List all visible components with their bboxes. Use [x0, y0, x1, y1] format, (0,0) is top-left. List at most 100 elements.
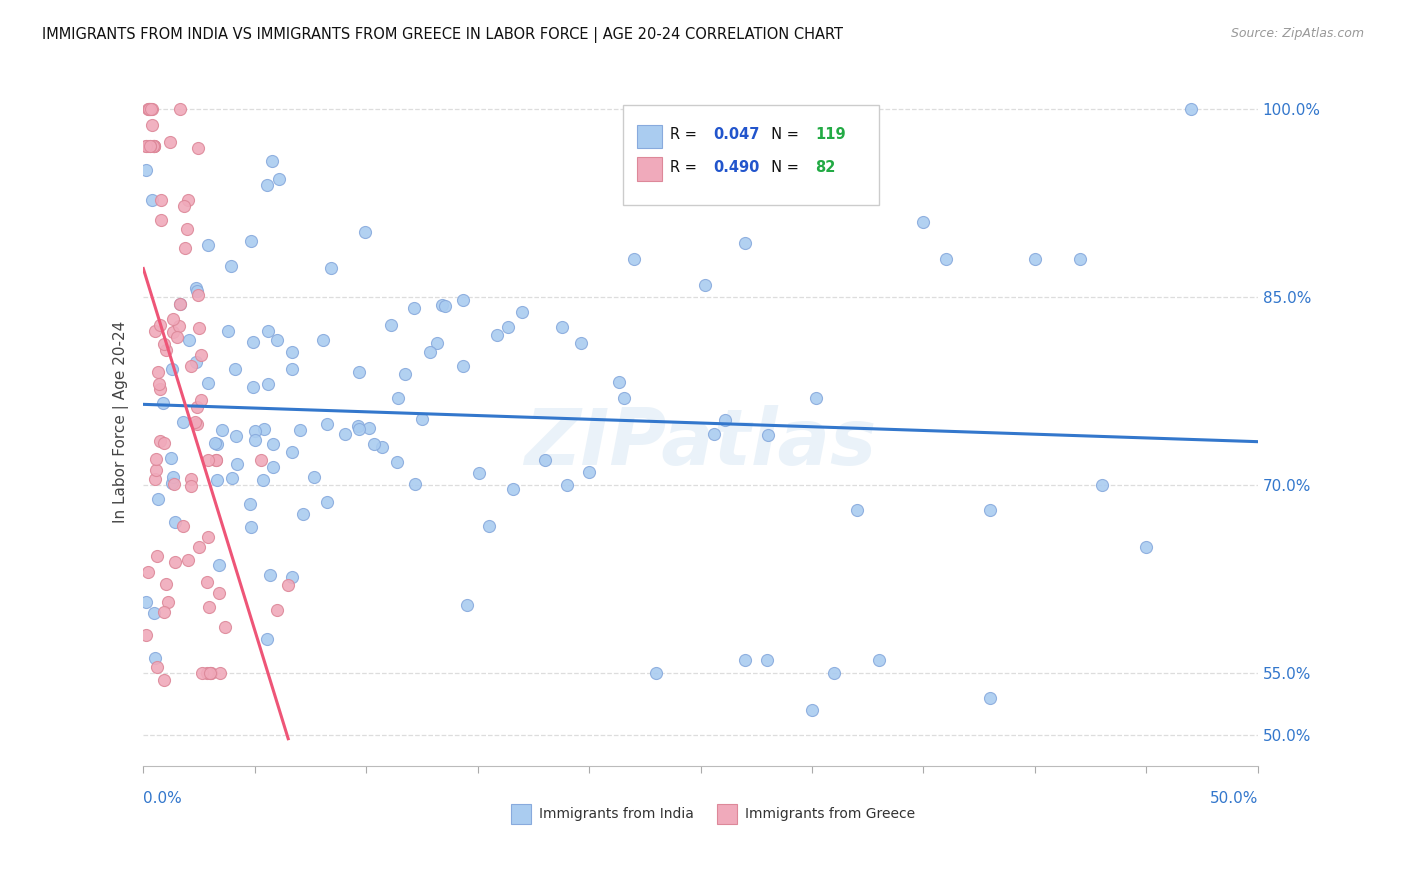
- Point: [141, 118, 163, 132]
- Point: [456, 599, 478, 613]
- Point: [498, 320, 520, 334]
- Point: [145, 549, 167, 563]
- Text: Immigrants from Greece: Immigrants from Greece: [745, 807, 915, 821]
- Point: [146, 492, 169, 507]
- Point: [152, 396, 174, 410]
- Point: [152, 673, 174, 688]
- Point: [434, 299, 457, 313]
- Point: [693, 278, 716, 293]
- Point: [197, 238, 219, 252]
- Point: [979, 502, 1001, 516]
- Point: [385, 455, 408, 469]
- Point: [357, 420, 380, 434]
- Point: [139, 139, 162, 153]
- Point: [143, 650, 166, 665]
- Point: [149, 434, 172, 448]
- Point: [845, 502, 868, 516]
- Text: Source: ZipAtlas.com: Source: ZipAtlas.com: [1230, 27, 1364, 40]
- Point: [187, 141, 209, 155]
- FancyBboxPatch shape: [637, 125, 662, 148]
- Point: [135, 628, 157, 642]
- Point: [195, 575, 218, 590]
- Point: [136, 102, 159, 116]
- Point: [252, 473, 274, 487]
- Point: [143, 472, 166, 486]
- Point: [281, 569, 304, 583]
- Point: [239, 520, 262, 534]
- Point: [260, 154, 283, 169]
- Point: [177, 553, 200, 567]
- Point: [179, 333, 201, 347]
- Point: [225, 457, 247, 471]
- Point: [205, 452, 228, 467]
- Point: [533, 452, 555, 467]
- Point: [184, 355, 207, 369]
- Point: [645, 665, 668, 680]
- Point: [187, 321, 209, 335]
- Point: [256, 632, 278, 647]
- Point: [180, 472, 202, 486]
- Point: [257, 324, 280, 338]
- Point: [180, 479, 202, 493]
- Point: [138, 102, 160, 116]
- Point: [138, 139, 160, 153]
- Point: [239, 235, 262, 249]
- Point: [208, 558, 231, 572]
- Point: [142, 139, 165, 153]
- Point: [173, 199, 195, 213]
- Point: [263, 436, 285, 450]
- Point: [167, 318, 190, 333]
- Point: [281, 344, 304, 359]
- FancyBboxPatch shape: [623, 105, 879, 205]
- Point: [135, 139, 157, 153]
- Point: [266, 333, 288, 347]
- Point: [257, 376, 280, 391]
- Point: [1069, 252, 1091, 266]
- Point: [135, 162, 157, 177]
- Point: [221, 471, 243, 485]
- Text: 82: 82: [815, 160, 835, 175]
- Point: [197, 452, 219, 467]
- Point: [550, 319, 572, 334]
- Point: [205, 452, 228, 467]
- Point: [363, 436, 385, 450]
- Text: R =: R =: [671, 128, 702, 142]
- Point: [419, 344, 441, 359]
- Point: [191, 665, 214, 680]
- Point: [262, 459, 284, 474]
- Point: [371, 440, 394, 454]
- Point: [148, 382, 170, 396]
- Point: [135, 139, 157, 153]
- Text: 0.490: 0.490: [713, 160, 759, 175]
- Point: [187, 287, 209, 301]
- Text: 119: 119: [815, 128, 846, 142]
- Point: [204, 436, 226, 450]
- Point: [190, 348, 212, 362]
- Point: [242, 335, 264, 350]
- Point: [208, 585, 231, 599]
- Point: [756, 428, 779, 442]
- Point: [172, 415, 194, 429]
- Point: [756, 653, 779, 667]
- Point: [804, 392, 827, 406]
- Point: [145, 463, 167, 477]
- Point: [217, 324, 239, 338]
- Text: 0.047: 0.047: [713, 128, 759, 142]
- Point: [153, 605, 176, 619]
- Point: [555, 477, 578, 491]
- Point: [148, 377, 170, 392]
- Point: [256, 178, 278, 192]
- Point: [319, 260, 342, 275]
- Point: [734, 236, 756, 251]
- Point: [180, 359, 202, 374]
- Point: [155, 343, 177, 357]
- Point: [239, 497, 262, 511]
- Point: [451, 359, 474, 373]
- Point: [159, 135, 181, 149]
- Point: [250, 452, 273, 467]
- Point: [316, 494, 339, 508]
- Point: [197, 530, 219, 544]
- FancyBboxPatch shape: [512, 805, 531, 823]
- Point: [734, 653, 756, 667]
- FancyBboxPatch shape: [717, 805, 737, 823]
